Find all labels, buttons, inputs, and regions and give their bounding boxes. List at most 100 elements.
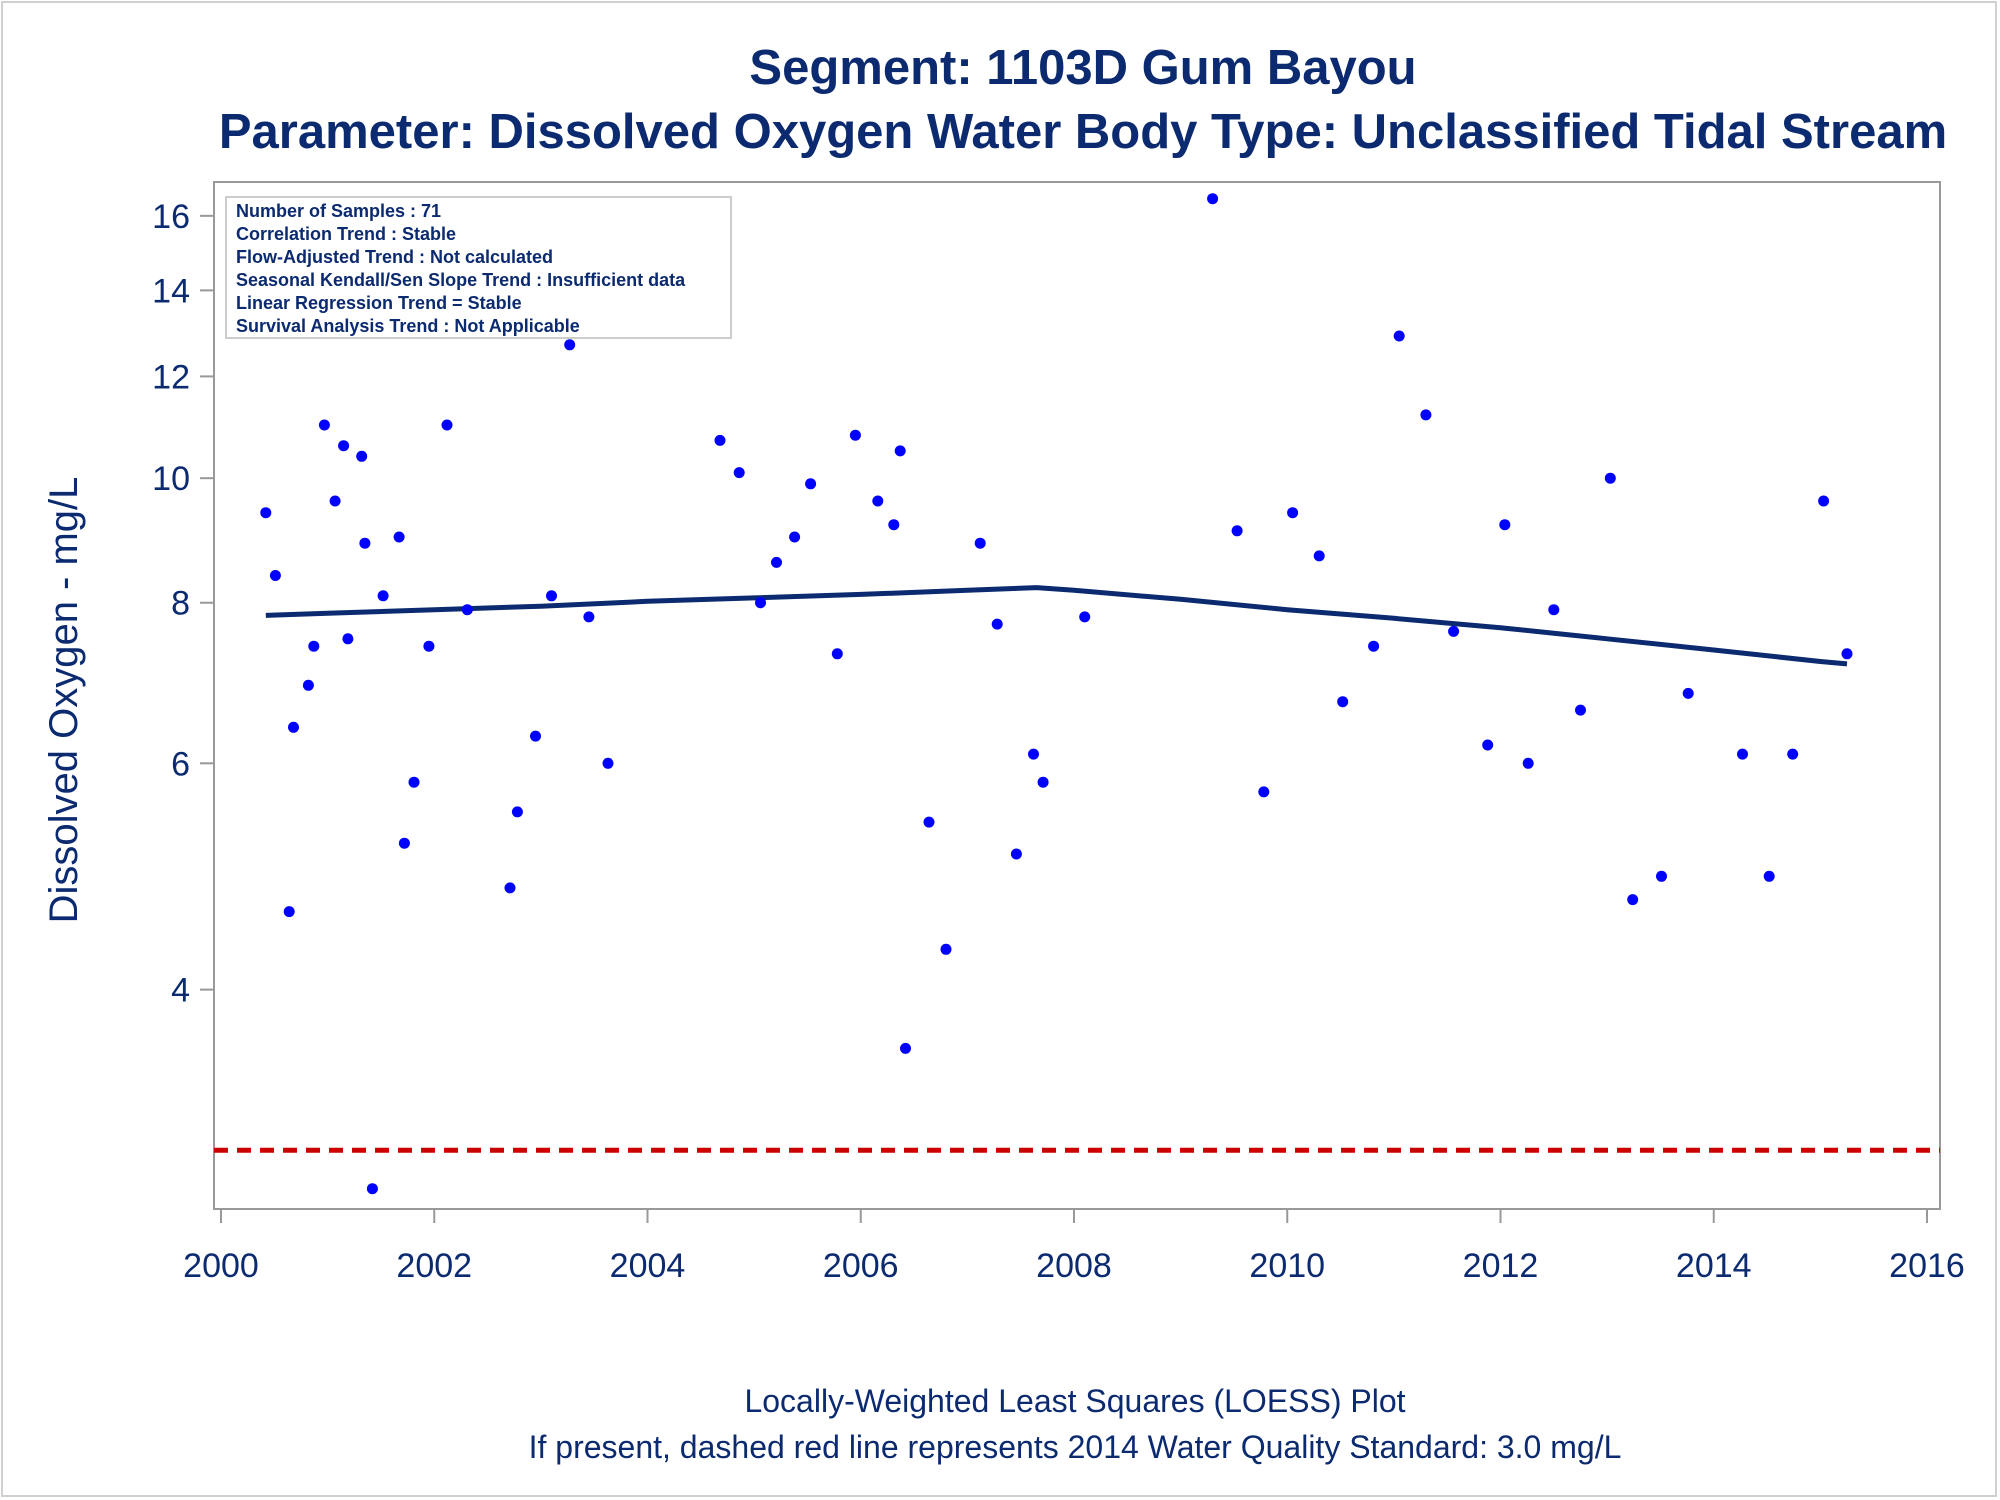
data-point — [831, 648, 843, 660]
data-point — [546, 590, 557, 602]
data-point — [408, 776, 420, 788]
stats-line: Linear Regression Trend = Stable — [236, 293, 522, 313]
stats-line: Seasonal Kendall/Sen Slope Trend : Insuf… — [236, 270, 686, 290]
chart-subtitle: Parameter: Dissolved Oxygen Water Body T… — [219, 105, 1947, 159]
data-points — [260, 193, 1853, 1195]
data-point — [1028, 748, 1039, 760]
x-tick-label: 2002 — [396, 1247, 472, 1285]
plot-area — [213, 181, 1941, 1210]
data-point — [805, 478, 817, 490]
x-axis: 2000 2002 2004 2006 2008 2010 2012 2014 2016 — [183, 1209, 1965, 1285]
data-point — [1420, 409, 1432, 421]
data-point — [894, 445, 906, 457]
data-point — [849, 429, 861, 441]
data-point — [1393, 330, 1405, 342]
data-point — [1313, 550, 1325, 562]
data-point — [504, 882, 516, 894]
data-point — [733, 467, 745, 479]
data-point — [441, 419, 453, 431]
data-point — [564, 339, 576, 351]
data-point — [991, 618, 1003, 630]
loess-line — [265, 585, 1848, 667]
data-point — [1482, 739, 1494, 751]
data-point — [1337, 696, 1349, 708]
data-point — [1207, 193, 1219, 205]
data-point — [1010, 848, 1022, 860]
y-tick-label: 8 — [171, 585, 190, 623]
data-point — [511, 806, 523, 818]
x-tick-label: 2016 — [1889, 1247, 1965, 1285]
data-point — [1787, 748, 1799, 760]
data-point — [308, 640, 320, 652]
x-tick-label: 2006 — [823, 1247, 899, 1285]
data-point — [1368, 640, 1380, 652]
data-point — [1656, 870, 1667, 882]
data-point — [1037, 776, 1049, 788]
data-point — [602, 757, 614, 769]
data-point — [1231, 525, 1243, 537]
data-point — [359, 537, 371, 549]
data-point — [1627, 894, 1639, 906]
chart-title: Segment: 1103D Gum Bayou — [749, 41, 1416, 95]
data-point — [1763, 870, 1775, 882]
stats-line: Survival Analysis Trend : Not Applicable — [236, 316, 580, 336]
y-tick-label: 14 — [152, 272, 190, 310]
y-tick-label: 6 — [171, 745, 190, 783]
footnote-2: If present, dashed red line represents 2… — [529, 1429, 1622, 1465]
y-tick-label: 16 — [152, 198, 190, 236]
data-point — [1499, 519, 1511, 531]
data-point — [900, 1042, 911, 1054]
data-point — [714, 434, 726, 446]
data-point — [302, 679, 314, 691]
data-point — [318, 419, 330, 431]
y-tick-label: 12 — [152, 358, 190, 396]
data-point — [789, 531, 801, 543]
data-point — [366, 1183, 378, 1195]
data-point — [1258, 786, 1270, 798]
data-point — [1548, 604, 1560, 616]
data-point — [288, 721, 299, 733]
data-point — [583, 611, 595, 623]
data-point — [1079, 611, 1091, 623]
data-point — [377, 590, 389, 602]
data-point — [1575, 704, 1586, 716]
data-point — [872, 495, 884, 507]
data-point — [461, 604, 473, 616]
data-point — [530, 730, 541, 742]
data-point — [1737, 748, 1748, 760]
stats-line: Number of Samples : 71 — [236, 201, 441, 221]
data-point — [1287, 507, 1299, 519]
x-tick-label: 2000 — [183, 1247, 259, 1285]
footnote-1: Locally-Weighted Least Squares (LOESS) P… — [744, 1383, 1405, 1419]
stats-line: Correlation Trend : Stable — [236, 224, 456, 244]
y-axis-label: Dissolved Oxygen - mg/L — [42, 477, 86, 924]
data-point — [269, 570, 281, 581]
x-tick-label: 2010 — [1249, 1247, 1325, 1285]
data-point — [260, 507, 272, 519]
data-point — [1604, 472, 1616, 484]
data-point — [940, 943, 952, 955]
x-tick-label: 2008 — [1036, 1247, 1112, 1285]
data-point — [1682, 687, 1694, 699]
x-tick-label: 2004 — [610, 1247, 686, 1285]
data-point — [1841, 648, 1853, 660]
data-point — [771, 556, 782, 568]
y-tick-label: 4 — [171, 972, 190, 1010]
data-point — [398, 837, 410, 849]
data-point — [888, 519, 900, 531]
data-point — [1448, 625, 1460, 637]
data-point — [329, 495, 341, 507]
y-tick-label: 10 — [152, 460, 190, 498]
data-point — [1818, 495, 1830, 507]
data-point — [974, 537, 986, 549]
data-point — [283, 906, 295, 918]
data-point — [338, 440, 350, 452]
data-point — [423, 640, 435, 652]
data-point — [755, 597, 766, 609]
data-point — [356, 450, 368, 462]
data-point — [923, 816, 935, 828]
x-tick-label: 2012 — [1463, 1247, 1539, 1285]
stats-box: Number of Samples : 71 Correlation Trend… — [225, 196, 732, 339]
